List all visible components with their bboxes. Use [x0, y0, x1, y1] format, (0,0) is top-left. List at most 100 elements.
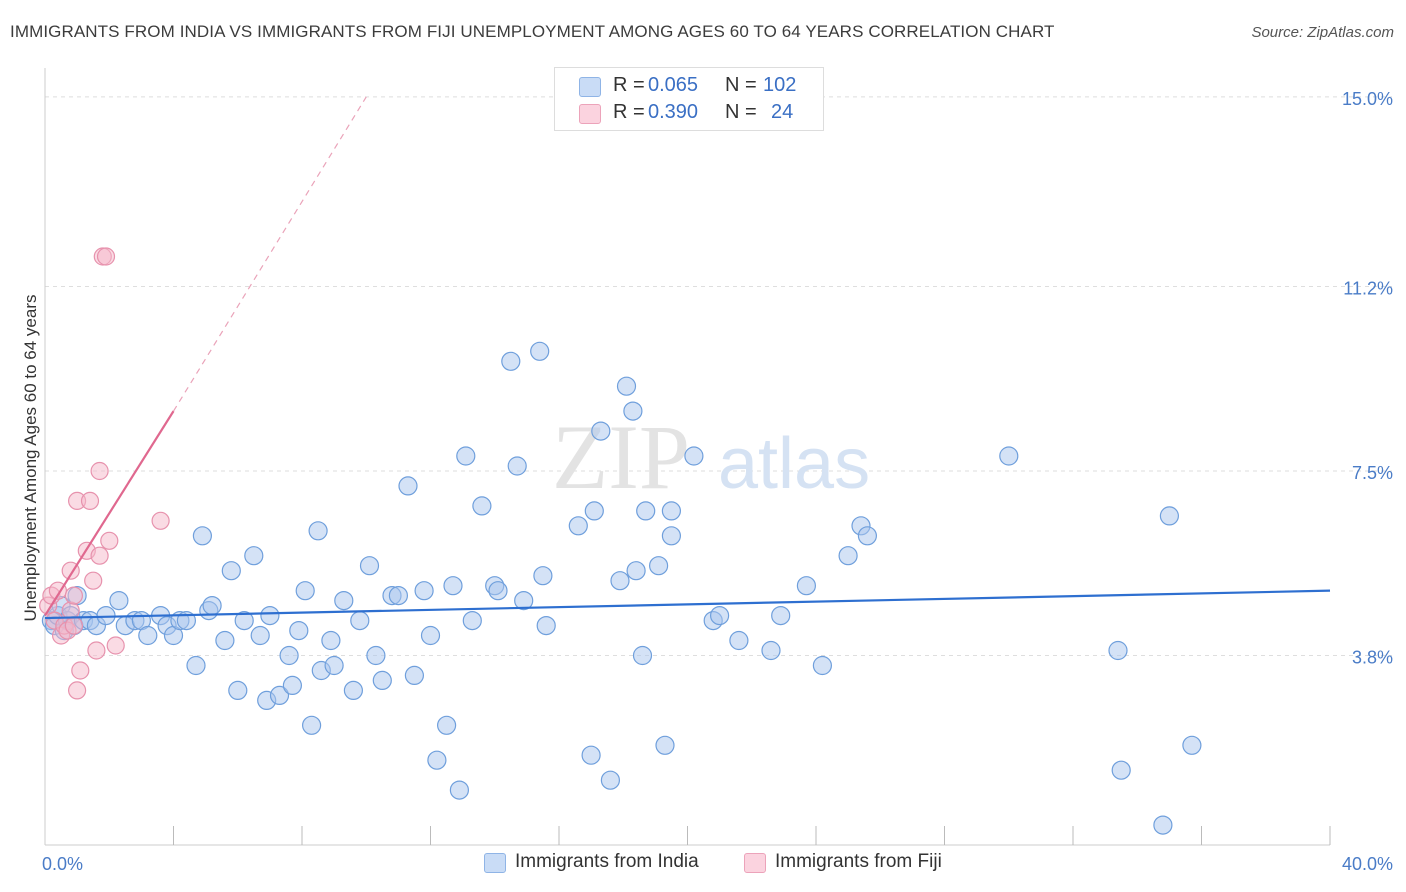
legend-r-value: 0.065: [648, 74, 699, 96]
point-india: [334, 590, 354, 611]
legend-swatch-india: [579, 77, 601, 97]
point-india: [472, 496, 492, 516]
y-tick-label: 11.2%: [1343, 278, 1393, 298]
point-india: [215, 630, 235, 651]
watermark: ZIP atlas: [552, 406, 870, 508]
y-tick-label: 3.8%: [1352, 647, 1393, 667]
point-india: [796, 576, 817, 596]
trend-lines: [44, 96, 1331, 620]
point-india: [289, 620, 309, 641]
point-fiji: [64, 586, 84, 605]
point-india: [221, 561, 241, 581]
point-india: [600, 770, 621, 790]
point-india: [761, 640, 781, 661]
y-axis-label: Unemployment Among Ages 60 to 64 years: [21, 295, 40, 622]
point-india: [398, 476, 418, 496]
point-fiji: [84, 571, 103, 590]
point-india: [655, 735, 675, 755]
point-fiji: [71, 661, 90, 680]
legend-n-label: N =: [725, 74, 757, 96]
point-india: [250, 625, 270, 646]
legend-row-fiji: R = 0.390 N = 24: [555, 101, 823, 127]
point-india: [359, 556, 380, 576]
point-india: [581, 745, 601, 765]
point-india: [623, 401, 643, 421]
point-india: [591, 421, 611, 441]
bottom-legend-label-india: Immigrants from India: [515, 851, 699, 872]
x-tick-label-max: 40.0%: [1342, 854, 1393, 874]
point-india: [1111, 760, 1131, 780]
point-india: [729, 630, 749, 651]
point-fiji: [90, 461, 109, 481]
bottom-legend-swatch-india: [484, 853, 506, 873]
point-india: [648, 556, 669, 576]
point-india: [350, 610, 370, 631]
point-india: [1159, 506, 1180, 526]
point-india: [302, 715, 322, 735]
point-fiji: [100, 531, 119, 550]
point-india: [269, 685, 290, 706]
point-india: [295, 581, 315, 601]
point-india: [427, 750, 447, 770]
source-label: Source: ZipAtlas.com: [1251, 24, 1394, 41]
trend-line-fiji: [44, 410, 175, 617]
point-india: [321, 630, 341, 651]
point-india: [533, 566, 553, 586]
axes: [44, 68, 1331, 846]
point-india: [999, 446, 1019, 466]
point-india: [661, 501, 682, 521]
trend-line-india: [44, 589, 1331, 620]
point-india: [536, 615, 556, 636]
point-india: [186, 655, 206, 676]
trend-line-fiji-extension: [172, 96, 367, 412]
point-fiji: [80, 491, 100, 510]
point-india: [138, 625, 158, 646]
point-india: [228, 680, 248, 701]
series-india: [41, 341, 1202, 835]
legend-r-label: R =: [613, 101, 645, 123]
legend-swatch-fiji: [579, 104, 601, 124]
point-india: [109, 590, 129, 611]
y-tick-label: 7.5%: [1352, 463, 1393, 483]
point-india: [456, 446, 476, 466]
point-india: [626, 561, 646, 581]
legend-n-label: N =: [725, 101, 757, 123]
point-india: [530, 341, 550, 361]
point-india: [279, 645, 299, 666]
y-tick-label: 15.0%: [1342, 89, 1393, 109]
point-india: [507, 456, 527, 476]
legend-r-value: 0.390: [648, 101, 699, 123]
point-fiji: [106, 636, 125, 655]
chart-title: IMMIGRANTS FROM INDIA VS IMMIGRANTS FROM…: [10, 22, 1055, 41]
point-india: [388, 585, 408, 606]
point-india: [234, 610, 254, 631]
point-india: [443, 576, 463, 596]
point-india: [462, 610, 482, 631]
point-india: [709, 605, 730, 626]
point-india: [260, 605, 280, 626]
point-india: [661, 526, 682, 546]
watermark-atlas: atlas: [718, 424, 870, 504]
point-fiji: [67, 681, 87, 700]
point-india: [366, 645, 386, 666]
point-india: [514, 590, 534, 611]
point-fiji: [90, 546, 109, 565]
legend-r-label: R =: [613, 74, 645, 96]
point-india: [857, 526, 878, 546]
point-india: [632, 645, 653, 666]
point-india: [404, 665, 424, 686]
point-india: [636, 501, 656, 521]
point-india: [584, 501, 604, 521]
point-india: [568, 516, 588, 536]
point-india: [1182, 735, 1202, 755]
point-india: [488, 581, 508, 601]
point-india: [192, 526, 212, 546]
bottom-legend-swatch-fiji: [744, 853, 766, 873]
point-india: [812, 655, 833, 676]
point-india: [1108, 640, 1128, 661]
point-fiji: [151, 511, 170, 530]
point-india: [616, 376, 637, 396]
x-tick-label-min: 0.0%: [42, 854, 83, 874]
point-fiji: [64, 616, 84, 635]
